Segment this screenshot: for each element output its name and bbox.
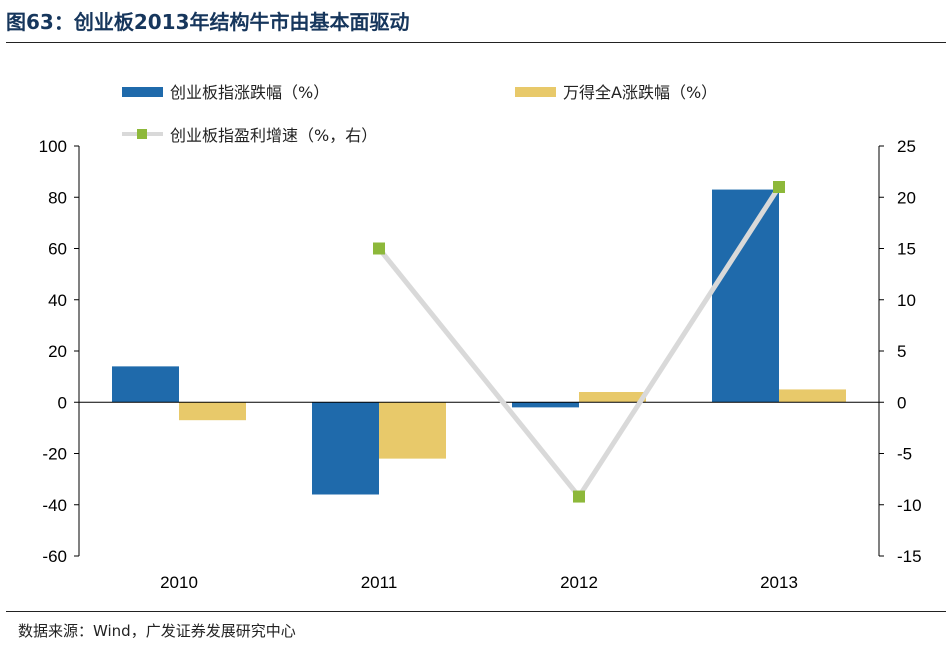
bar-wdqa-2013 [779, 389, 846, 403]
bar-series [112, 189, 846, 495]
right-axis-ticks: 25 20 15 10 5 0 -5 -10 -15 [879, 137, 922, 566]
profit-point-2012 [573, 490, 585, 503]
right-tick-label: 25 [897, 137, 916, 156]
category-label-2012: 2012 [560, 573, 598, 592]
bar-cyb-2011 [312, 402, 379, 495]
right-tick-label: -15 [897, 547, 922, 566]
bar-cyb-2010 [112, 366, 179, 403]
profit-point-2011 [373, 242, 385, 255]
right-tick-label: 20 [897, 188, 916, 207]
category-label-2010: 2010 [160, 573, 198, 592]
left-tick-label: 100 [39, 137, 67, 156]
category-label-2013: 2013 [760, 573, 798, 592]
left-tick-label: 40 [48, 291, 67, 310]
left-tick-label: -40 [42, 496, 67, 515]
legend-label-cyb: 创业板指涨跌幅（%） [170, 83, 329, 102]
bar-wdqa-2011 [379, 402, 446, 459]
left-tick-label: 20 [48, 342, 67, 361]
source-divider [6, 611, 946, 612]
bar-wdqa-2010 [179, 402, 246, 421]
right-tick-label: -5 [897, 445, 912, 464]
source-note: 数据来源：Wind，广发证券发展研究中心 [18, 622, 296, 640]
right-tick-label: 15 [897, 240, 916, 259]
bar-cyb-2012 [512, 402, 579, 408]
legend-swatch-wdqa [515, 87, 556, 97]
bar-wdqa-2012 [579, 392, 646, 403]
right-tick-label: 5 [897, 342, 906, 361]
category-labels: 2010 2011 2012 2013 [160, 573, 798, 592]
title-divider [6, 42, 946, 43]
left-tick-label: -20 [42, 445, 67, 464]
figure-title: 图63：创业板2013年结构牛市由基本面驱动 [6, 10, 410, 34]
legend-marker-profit [137, 129, 147, 139]
chart-area: 创业板指涨跌幅（%） 万得全A涨跌幅（%） 创业板指盈利增速（%，右） 1008… [39, 83, 922, 592]
right-tick-label: 10 [897, 291, 916, 310]
left-tick-label: 60 [48, 240, 67, 259]
left-tick-label: 80 [48, 188, 67, 207]
left-tick-label: -60 [42, 547, 67, 566]
legend-label-wdqa: 万得全A涨跌幅（%） [563, 83, 717, 102]
bar-cyb-2013 [712, 189, 779, 403]
legend-label-profit: 创业板指盈利增速（%，右） [170, 126, 377, 145]
category-label-2011: 2011 [361, 573, 398, 592]
right-tick-label: 0 [897, 393, 906, 412]
right-tick-label: -10 [897, 496, 922, 515]
legend-swatch-cyb [122, 87, 163, 97]
left-axis-ticks: 100 80 60 40 20 0 -20 -40 -60 [39, 137, 79, 566]
left-tick-label: 0 [58, 393, 67, 412]
profit-point-2013 [773, 181, 785, 193]
profit-line-series [373, 181, 785, 503]
